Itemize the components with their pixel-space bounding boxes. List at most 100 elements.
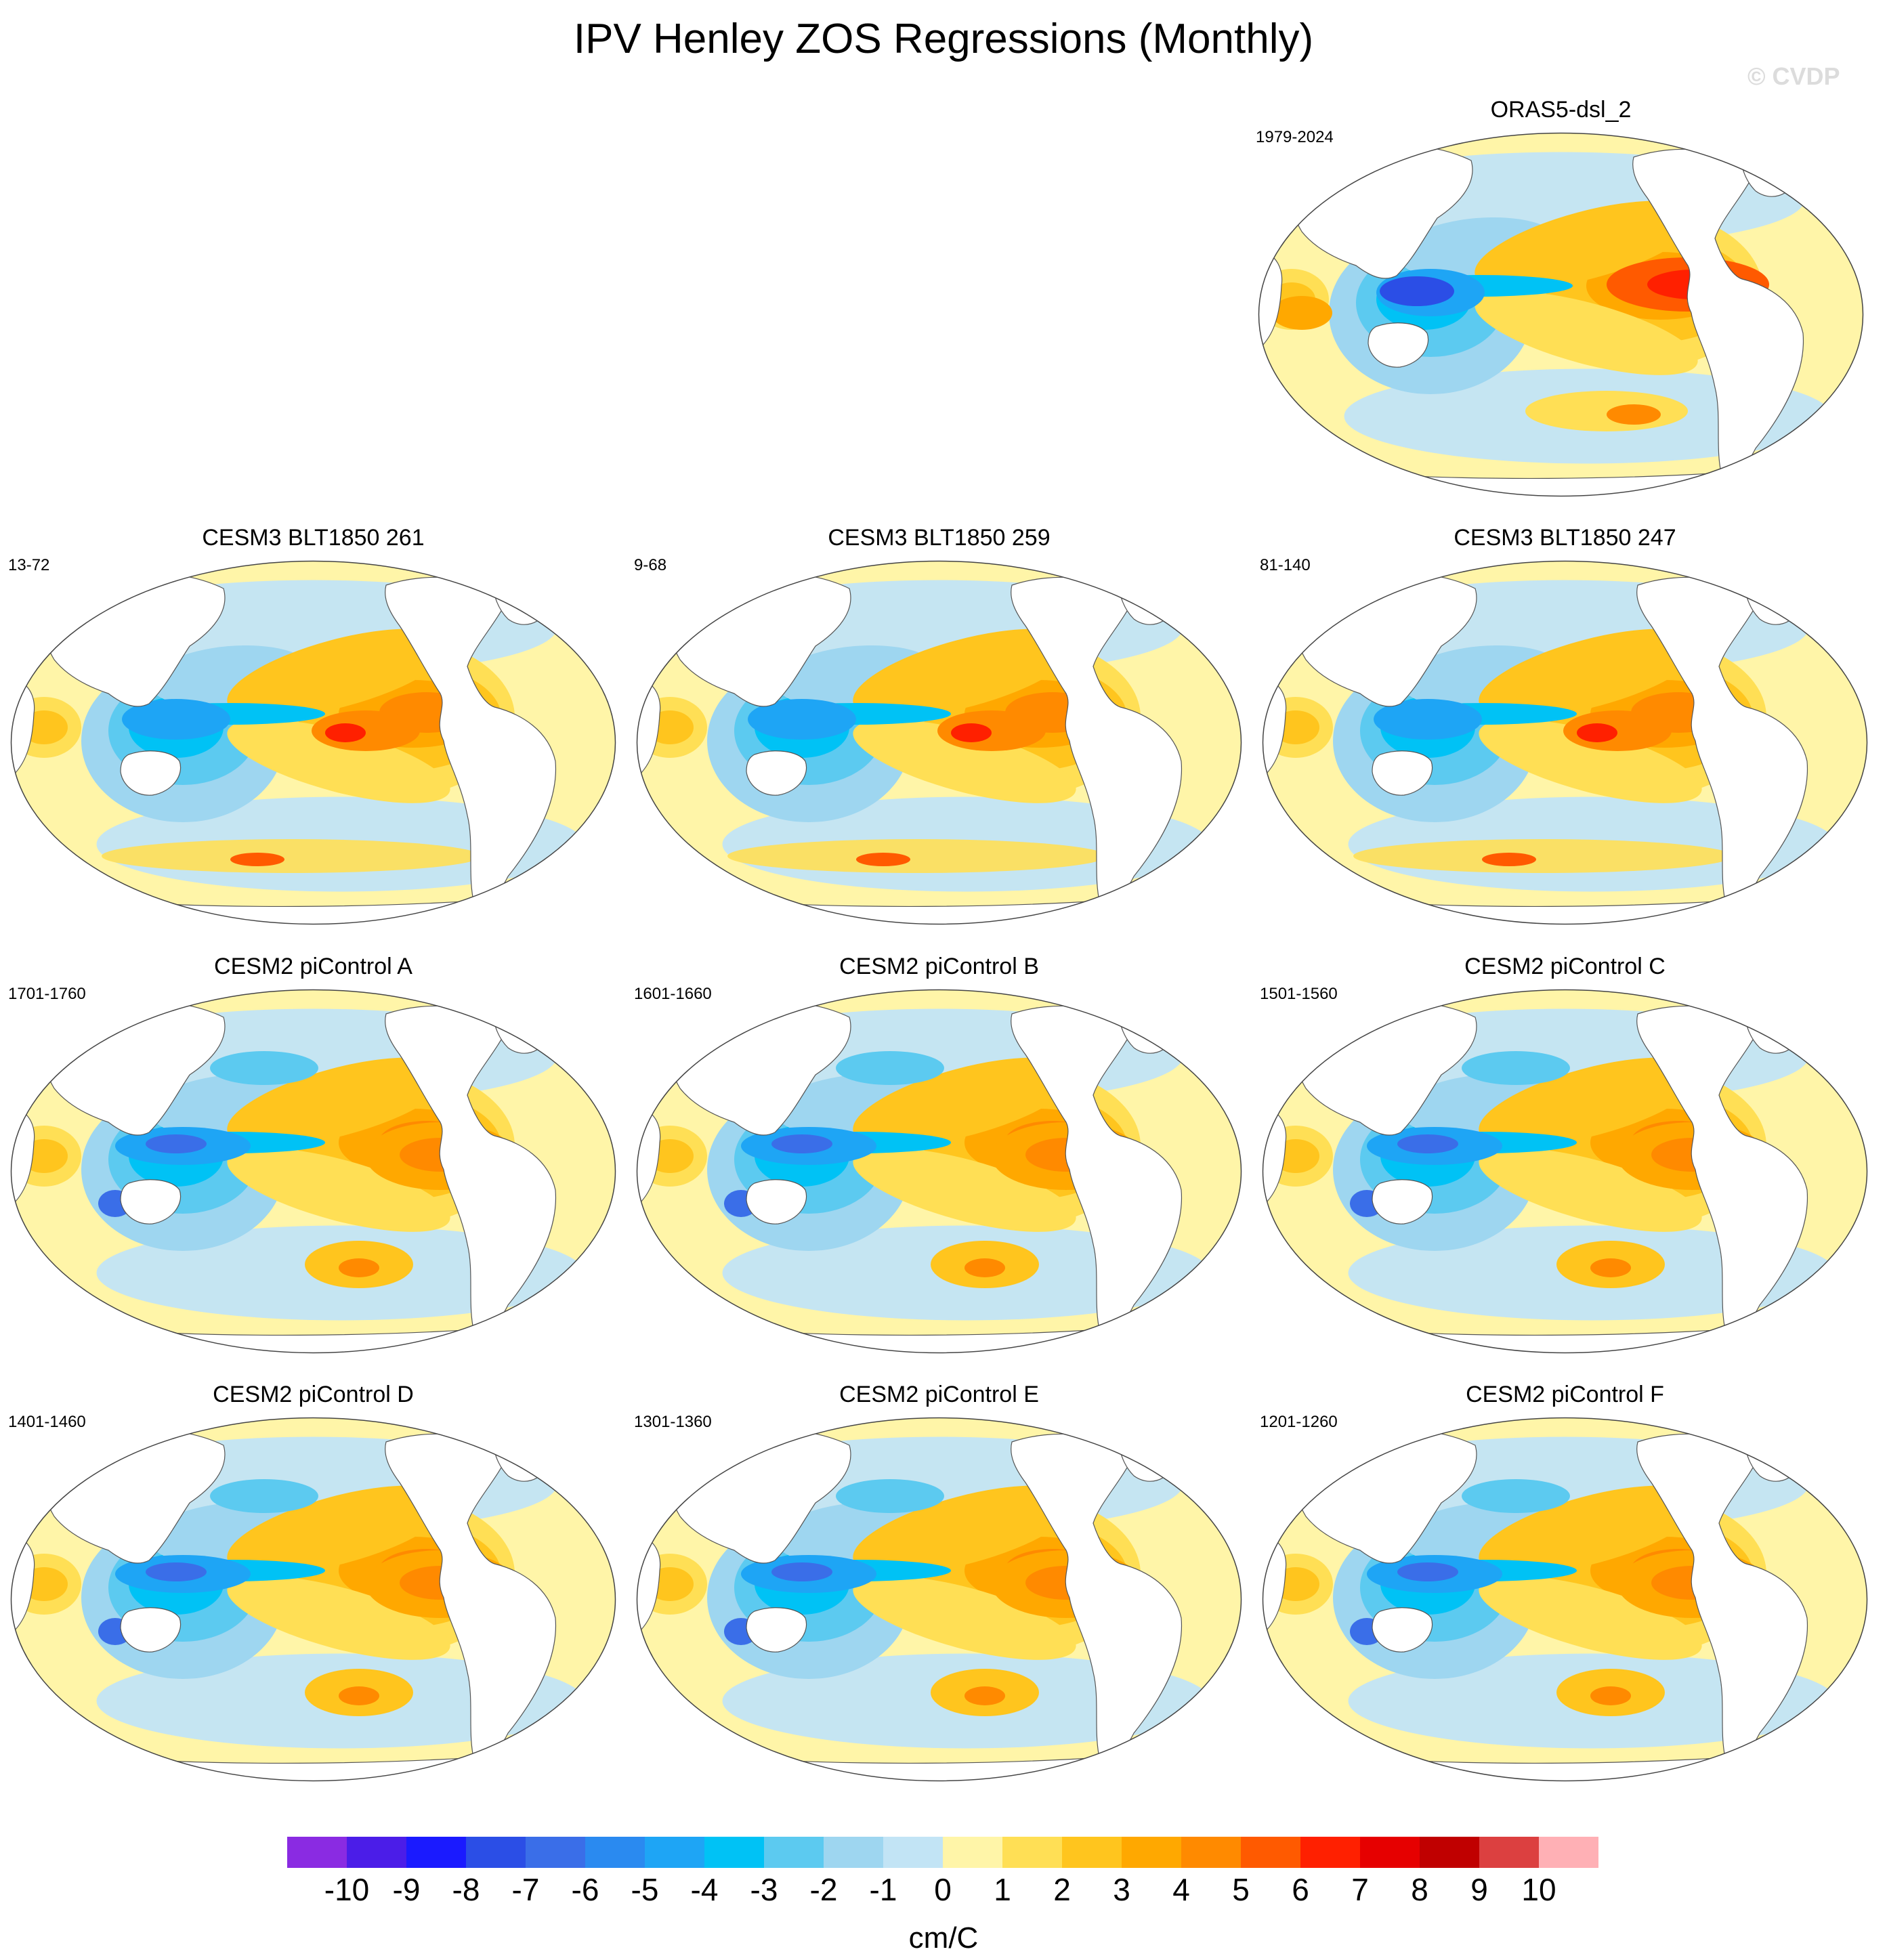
- panel-blt259: CESM3 BLT1850 259 9-68: [633, 523, 1246, 929]
- map-contour-region: [1479, 719, 1702, 803]
- colorbar-tick-label: 3: [1113, 1872, 1130, 1907]
- map-border: [10, 989, 616, 1354]
- map-contour-region: [146, 1134, 207, 1153]
- panel-years: 1701-1760: [8, 985, 86, 1003]
- map-land: [1632, 148, 1804, 478]
- map-land: [1372, 750, 1433, 796]
- map-land: [120, 750, 182, 796]
- map-contour-region: [771, 1134, 832, 1153]
- colorbar-box: [764, 1837, 824, 1868]
- map-contour-region: [836, 1051, 944, 1085]
- map-picD: [10, 1417, 616, 1782]
- map-border: [1262, 560, 1868, 925]
- colorbar-box: [1300, 1837, 1360, 1868]
- colorbar-tick-label: 5: [1232, 1872, 1250, 1907]
- map-contour-region: [853, 1485, 1076, 1575]
- map-field: [11, 561, 616, 924]
- map-field: [11, 1418, 616, 1781]
- map-land: [746, 750, 807, 796]
- colorbar-tick-label: 2: [1053, 1872, 1071, 1907]
- colorbar-box: [406, 1837, 466, 1868]
- colorbar-tick-label: 8: [1411, 1872, 1428, 1907]
- panel-years: 1601-1660: [634, 985, 712, 1003]
- map-field: [637, 1418, 1242, 1781]
- map-contour-region: [210, 1051, 318, 1085]
- map-contour-region: [856, 853, 910, 866]
- map-contour-region: [227, 629, 450, 718]
- map-border: [1262, 989, 1868, 1354]
- map-land: [1372, 1179, 1433, 1224]
- panel-picD: CESM2 piControl D 1401-1460: [7, 1380, 620, 1786]
- map-contour-region: [1397, 1562, 1458, 1581]
- map-field: [11, 989, 616, 1353]
- colorbar-box: [1241, 1837, 1300, 1868]
- panel-picF: CESM2 piControl F 1201-1260: [1258, 1380, 1871, 1786]
- colorbar-tick-label: -9: [393, 1872, 421, 1907]
- panel-title: CESM2 piControl F: [1466, 1382, 1664, 1407]
- map-contour-region: [227, 1057, 450, 1147]
- map-land: [1011, 1433, 1183, 1763]
- colorbar-box: [1360, 1837, 1420, 1868]
- panel-title: CESM2 piControl C: [1464, 954, 1666, 979]
- colorbar-box: [645, 1837, 704, 1868]
- map-contour-region: [836, 1479, 944, 1513]
- map-contour-region: [1462, 1479, 1570, 1513]
- panel-years: 1501-1560: [1260, 985, 1338, 1003]
- panel-picC: CESM2 piControl C 1501-1560: [1258, 952, 1871, 1358]
- colorbar-tick-label: -3: [750, 1872, 778, 1907]
- map-contour-region: [1482, 853, 1536, 866]
- panel-years: 9-68: [634, 556, 667, 574]
- map-contour-region: [771, 1562, 832, 1581]
- map-contour-region: [210, 1479, 318, 1513]
- map-contour-region: [227, 1485, 450, 1575]
- panel-title: ORAS5-dsl_2: [1490, 97, 1632, 123]
- map-contour-region: [1577, 723, 1617, 742]
- colorbar-tick-label: 0: [934, 1872, 952, 1907]
- map-contour-region: [951, 723, 992, 742]
- colorbar-tick-label: -1: [870, 1872, 897, 1907]
- colorbar-tick-label: -2: [810, 1872, 838, 1907]
- colorbar-box: [466, 1837, 526, 1868]
- colorbar-tick-label: -5: [631, 1872, 659, 1907]
- map-contour-region: [1374, 699, 1482, 740]
- colorbar-tick-label: -7: [512, 1872, 540, 1907]
- panel-years: 1301-1360: [634, 1413, 712, 1431]
- map-contour-region: [1475, 200, 1698, 290]
- map-contour-region: [1479, 1057, 1702, 1147]
- colorbar-box: [1002, 1837, 1062, 1868]
- map-contour-region: [853, 719, 1076, 803]
- colorbar-box: [585, 1837, 645, 1868]
- map-picA: [10, 989, 616, 1354]
- map-contour-region: [1525, 391, 1688, 431]
- map-land: [746, 1607, 807, 1653]
- map-land: [385, 1433, 557, 1763]
- map-land: [1636, 1005, 1808, 1335]
- map-contour-region: [1590, 1686, 1631, 1705]
- map-land: [1636, 576, 1808, 906]
- map-picE: [636, 1417, 1242, 1782]
- panel-years: 1201-1260: [1260, 1413, 1338, 1431]
- figure-title: IPV Henley ZOS Regressions (Monthly): [573, 16, 1314, 62]
- colorbar-boxes: [287, 1837, 1598, 1868]
- map-blt247: [1262, 560, 1868, 925]
- map-land: [120, 1607, 182, 1653]
- panel-title: CESM3 BLT1850 247: [1454, 525, 1676, 551]
- map-contour-region: [1271, 296, 1332, 330]
- map-contour-region: [339, 1686, 379, 1705]
- map-blt259: [636, 560, 1242, 925]
- map-contour-region: [1479, 629, 1702, 718]
- map-field: [1263, 561, 1867, 924]
- colorbar-tick-label: -8: [452, 1872, 480, 1907]
- map-border: [636, 560, 1242, 925]
- map-border: [636, 989, 1242, 1354]
- map-contour-region: [1479, 1485, 1702, 1575]
- map-contour-region: [748, 699, 856, 740]
- map-contour-region: [853, 1148, 1076, 1232]
- colorbar-tick-label: -6: [572, 1872, 599, 1907]
- panel-picE: CESM2 piControl E 1301-1360: [633, 1380, 1246, 1786]
- panel-picA: CESM2 piControl A 1701-1760: [7, 952, 620, 1358]
- map-contour-region: [230, 853, 284, 866]
- map-contour-region: [964, 1258, 1005, 1277]
- map-contour-region: [227, 719, 450, 803]
- map-contour-region: [1479, 1148, 1702, 1232]
